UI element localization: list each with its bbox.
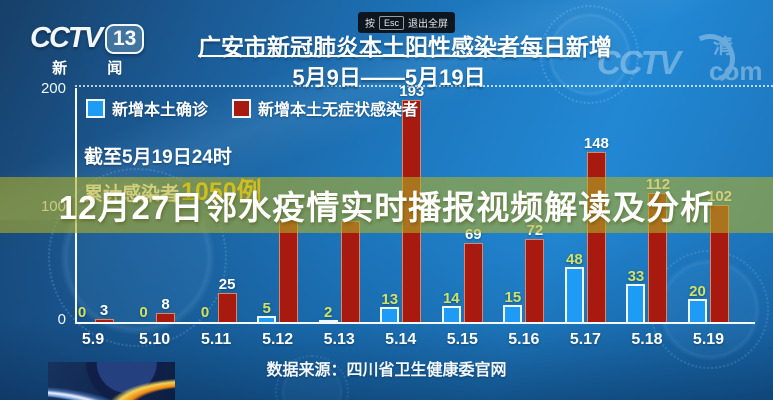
bar-value-label: 33 xyxy=(627,268,645,285)
x-tick-label: 5.10 xyxy=(138,331,171,348)
legend-item-asymptomatic: 新增本土无症状感染者 xyxy=(232,96,418,120)
bar-value-label: 15 xyxy=(504,289,522,306)
legend-swatch-asymptomatic xyxy=(232,98,252,118)
fullscreen-exit-hint: 按 Esc 退出全屏 xyxy=(358,12,456,33)
hint-prefix: 按 xyxy=(365,19,375,30)
x-tick-label: 5.14 xyxy=(385,331,417,348)
bar-confirmed: 14 xyxy=(441,290,461,322)
x-axis-line xyxy=(75,322,755,324)
bar-asymptomatic: 69 xyxy=(463,226,483,322)
bar-value-label: 8 xyxy=(161,296,170,313)
x-tick-label: 5.17 xyxy=(569,331,601,348)
legend-label-asymptomatic: 新增本土无症状感染者 xyxy=(258,102,419,119)
watermark-hd-text: 清 xyxy=(713,36,733,58)
bar-confirmed: 2 xyxy=(318,304,338,322)
bar-group: 0 8 5.10 xyxy=(127,92,183,348)
cctv13-logo: CCTV 13 新 闻 xyxy=(30,22,145,78)
bar-value-label: 20 xyxy=(689,283,706,300)
bar-value-label: 14 xyxy=(442,290,460,307)
bar-value-label: 0 xyxy=(139,304,148,321)
watermark-com-text: com xyxy=(709,56,763,86)
cctv-com-watermark: CCTV 清 com xyxy=(597,26,767,96)
news-globe-thumbnail xyxy=(48,362,175,400)
chart-legend: 新增本土确诊 新增本土无症状感染者 xyxy=(86,96,418,120)
bar-value-label: 3 xyxy=(99,302,109,319)
x-tick-label: 5.9 xyxy=(81,331,105,348)
gridline-200 xyxy=(75,85,773,87)
bar-value-label: 13 xyxy=(381,291,399,308)
bar-asymptomatic: 8 xyxy=(156,296,176,322)
x-tick-label: 5.11 xyxy=(200,331,232,348)
y-tick-200: 200 xyxy=(40,80,66,97)
chart-date-range: 5月9日——5月19日 xyxy=(292,65,486,90)
esc-keycap: Esc xyxy=(379,15,405,30)
bar-group: 5 5.12 xyxy=(250,92,306,348)
bar-group: 2 5.13 xyxy=(311,92,367,348)
cctv-logo-text: CCTV xyxy=(30,22,103,54)
bar-confirmed: 15 xyxy=(503,289,523,322)
bar-confirmed: 20 xyxy=(688,283,707,322)
bar-confirmed: 13 xyxy=(380,291,400,322)
bar-value-label: 5 xyxy=(262,300,271,317)
x-tick-label: 5.16 xyxy=(508,331,540,348)
bar-group: 0 25 5.11 xyxy=(188,92,244,348)
bar-value-label: 2 xyxy=(324,304,333,321)
hint-suffix: 退出全屏 xyxy=(408,19,449,30)
bar-asymptomatic: 25 xyxy=(217,276,237,322)
channel-name-label: 新 闻 xyxy=(52,60,141,77)
bar-value-label: 148 xyxy=(583,135,609,152)
overlay-banner-text: 12月27日邻水疫情实时播报视频解读及分析 xyxy=(58,189,715,226)
bar-confirmed: 33 xyxy=(626,268,646,322)
y-tick-0: 0 xyxy=(57,311,66,328)
as-of-date-label: 截至5月19日24时 xyxy=(84,147,232,168)
bar-asymptomatic xyxy=(340,221,360,322)
bar-value-label: 0 xyxy=(77,304,87,321)
bar-group: 1572 5.16 xyxy=(496,92,552,348)
legend-swatch-confirmed xyxy=(86,98,105,118)
title-underline xyxy=(198,55,580,57)
overlay-banner: 12月27日邻水疫情实时播报视频解读及分析 xyxy=(0,177,773,233)
bar-confirmed: 48 xyxy=(564,251,584,322)
bar-value-label: 48 xyxy=(566,251,583,268)
bar-value-label: 25 xyxy=(218,276,236,293)
legend-item-confirmed: 新增本土确诊 xyxy=(86,96,208,120)
channel-number-badge: 13 xyxy=(104,23,145,54)
x-tick-label: 5.12 xyxy=(262,331,294,348)
x-tick-label: 5.19 xyxy=(692,331,725,348)
x-tick-label: 5.18 xyxy=(631,331,663,348)
bar-value-label: 193 xyxy=(399,83,425,100)
legend-label-confirmed: 新增本土确诊 xyxy=(112,102,209,119)
watermark-cctv-text: CCTV xyxy=(597,44,681,81)
bar-confirmed: 5 xyxy=(257,300,277,322)
bar-asymptomatic xyxy=(279,219,299,322)
bar-asymptomatic: 3 xyxy=(94,302,114,322)
x-tick-label: 5.15 xyxy=(446,331,478,348)
bar-group: 201025.19 xyxy=(681,92,737,348)
x-tick-label: 5.13 xyxy=(323,331,355,348)
bar-group: 0 3 5.9 xyxy=(65,92,121,348)
bar-value-label: 0 xyxy=(200,304,210,321)
data-source-label: 数据来源：四川省卫生健康委官网 xyxy=(266,362,507,379)
bar-asymptomatic: 72 xyxy=(525,222,545,322)
